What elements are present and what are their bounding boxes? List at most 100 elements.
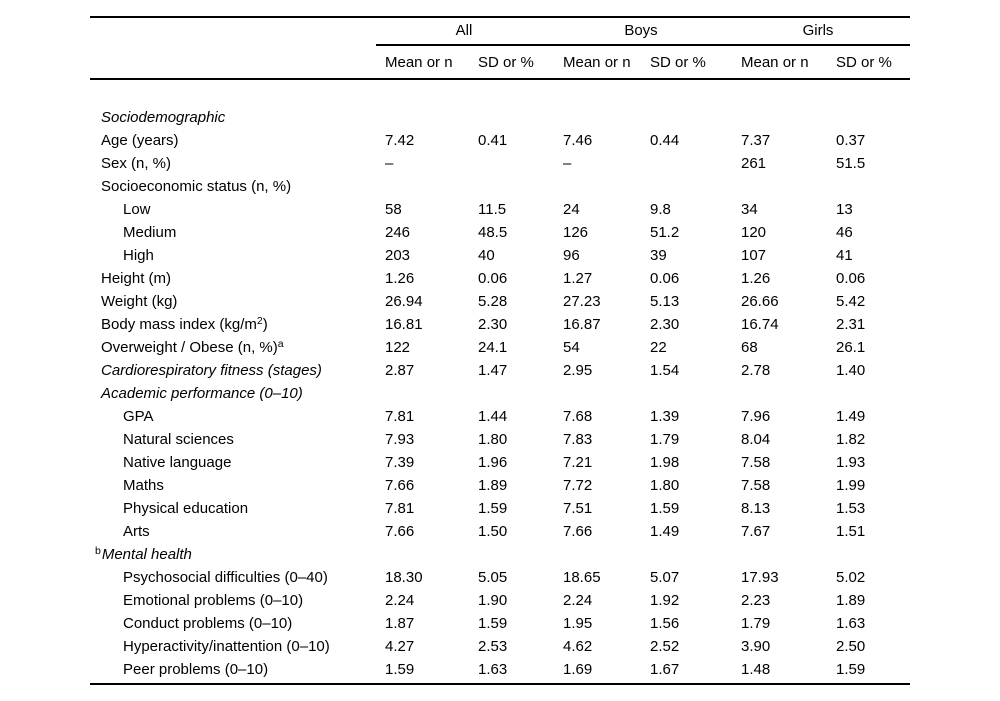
cell-value: 51.5 [836,155,866,172]
group-header-rule [376,43,910,46]
cell-value: 3.90 [741,638,771,655]
cell-value: 1.59 [650,500,680,517]
cell-value [478,106,563,129]
cell-value: 27.23 [563,293,601,310]
row-label-text: Natural sciences [123,431,234,448]
cell-value: 1.50 [478,523,508,540]
cell-value: 24 [563,201,580,218]
row-label-text: Overweight / Obese (n, %) [101,339,278,356]
footnote-marker: b [95,545,101,557]
cell-value: 68 [741,339,758,356]
cell-value: 7.21 [563,454,593,471]
cell-value: 26.66 [741,293,779,310]
row-label: Sex (n, %) [90,152,385,175]
cell-value: 2.24 [385,592,415,609]
cell-value: – [385,155,394,172]
cell-value: 7.58 [741,477,771,494]
cell-value: 54 [563,339,580,356]
row-label-text: High [123,247,154,264]
cell-value: 7.81 [385,408,415,425]
cell-value: 2.30 [650,316,680,333]
cell-value: 2.30 [478,316,508,333]
cell-value: 0.44 [650,132,680,149]
cell-value: 1.26 [741,270,771,287]
cell-value: 1.95 [563,615,593,632]
cell-value: 5.02 [836,569,866,586]
cell-value: 16.87 [563,316,601,333]
table-row: Body mass index (kg/m2) 16.81 2.30 16.87 2.3… [90,313,910,336]
row-label: Emotional problems (0–10) [90,589,385,612]
cell-value: 1.79 [650,431,680,448]
cell-value: 16.74 [741,316,779,333]
row-label: Cardiorespiratory fitness (stages) [90,359,385,382]
cell-value: 2.50 [836,638,866,655]
row-label-text: Arts [123,523,150,540]
table-row: Academic performance (0–10) [90,382,910,405]
cell-value: 1.93 [836,454,866,471]
table-row: Height (m) 1.26 0.06 1.27 0.06 1.26 0.06 [90,267,910,290]
cell-value: 1.89 [478,477,508,494]
cell-value: 7.96 [741,408,771,425]
cell-value: 1.99 [836,477,866,494]
row-label-text: Body mass index (kg/m [101,316,257,333]
cell-value: 5.28 [478,293,508,310]
table-row: Native language 7.39 1.96 7.21 1.98 7.58 1.93 [90,451,910,474]
cell-value: 1.49 [650,523,680,540]
cell-value [385,175,478,198]
cell-value: 2.87 [385,362,415,379]
cell-value: 96 [563,247,580,264]
cell-value [836,106,910,129]
cell-value: 7.51 [563,500,593,517]
row-label-text: GPA [123,408,154,425]
row-label: Natural sciences [90,428,385,451]
cell-value: 1.48 [741,661,771,678]
cell-value [563,543,650,568]
cell-value: 1.89 [836,592,866,609]
table-top-rule [90,16,910,18]
cell-value: 1.80 [478,431,508,448]
cell-value: 48.5 [478,224,508,241]
cell-value: 1.39 [650,408,680,425]
cell-value: 107 [741,247,767,264]
cell-value: 4.27 [385,638,415,655]
cell-value: 58 [385,201,402,218]
cell-value: 7.39 [385,454,415,471]
cell-value: 18.30 [385,569,423,586]
cell-value: 1.96 [478,454,508,471]
cell-value: 11.5 [478,201,507,218]
row-label: bMental health [90,543,385,568]
row-label-text: Academic performance (0–10) [101,385,303,402]
row-label: Sociodemographic [90,106,385,129]
cell-value: 7.46 [563,132,593,149]
cell-value: 26.1 [836,339,866,356]
cell-value: 1.59 [385,661,415,678]
table-row: Age (years) 7.42 0.41 7.46 0.44 7.37 0.37 [90,129,910,152]
cell-value: 40 [478,247,495,264]
row-label-text: Hyperactivity/inattention (0–10) [123,638,330,655]
cell-value: 1.87 [385,615,415,632]
cell-value [650,382,741,405]
table-row: Cardiorespiratory fitness (stages) 2.87 1.… [90,359,910,382]
row-label-text: Socioeconomic status (n, %) [101,178,292,195]
cell-value: 5.13 [650,293,680,310]
cell-value [478,543,563,568]
row-label: Physical education [90,497,385,520]
row-label-text: Mental health [101,546,192,563]
row-label-text: Age (years) [101,132,179,149]
table-row: High 203 40 96 39 107 41 [90,244,910,267]
column-group-all: All [455,22,473,39]
cell-value: 261 [741,155,767,172]
table-row: Psychosocial difficulties (0–40) 18.30 5.0… [90,566,910,589]
cell-value: 2.52 [650,638,680,655]
cell-value: 203 [385,247,411,264]
row-label-text: Conduct problems (0–10) [123,615,293,632]
row-label: Arts [90,520,385,543]
table-row: Maths 7.66 1.89 7.72 1.80 7.58 1.99 [90,474,910,497]
cell-value: 7.66 [385,477,415,494]
cell-value: 0.06 [478,270,508,287]
cell-value: 1.27 [563,270,593,287]
cell-value: 1.67 [650,661,680,678]
cell-value: 7.68 [563,408,593,425]
row-label: Hyperactivity/inattention (0–10) [90,635,385,658]
